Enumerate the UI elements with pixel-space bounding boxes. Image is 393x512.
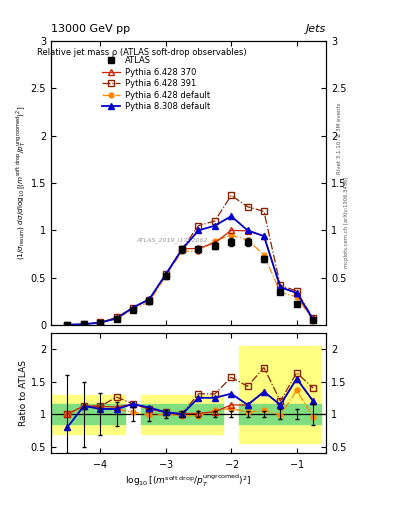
Y-axis label: Ratio to ATLAS: Ratio to ATLAS [19, 360, 28, 426]
X-axis label: $\log_{10}[(m^\mathrm{soft\ drop}/p_T^\mathrm{ungroomed})^2]$: $\log_{10}[(m^\mathrm{soft\ drop}/p_T^\m… [125, 473, 252, 489]
Y-axis label: $(1/\sigma_\mathrm{resum})\ d\sigma/d\log_{10}[(m^\mathrm{soft\ drop}/p_T^\mathr: $(1/\sigma_\mathrm{resum})\ d\sigma/d\lo… [15, 106, 28, 260]
Text: ATLAS_2019_I1772062: ATLAS_2019_I1772062 [136, 237, 208, 243]
Text: Rivet 3.1.10, ≥ 3M events: Rivet 3.1.10, ≥ 3M events [336, 102, 341, 174]
Text: 13000 GeV pp: 13000 GeV pp [51, 24, 130, 34]
Text: Jets: Jets [306, 24, 326, 34]
Text: Relative jet mass ρ (ATLAS soft-drop observables): Relative jet mass ρ (ATLAS soft-drop obs… [37, 48, 247, 57]
Legend: ATLAS, Pythia 6.428 370, Pythia 6.428 391, Pythia 6.428 default, Pythia 8.308 de: ATLAS, Pythia 6.428 370, Pythia 6.428 39… [102, 56, 210, 112]
Text: mcplots.cern.ch [arXiv:1306.3436]: mcplots.cern.ch [arXiv:1306.3436] [344, 177, 349, 268]
